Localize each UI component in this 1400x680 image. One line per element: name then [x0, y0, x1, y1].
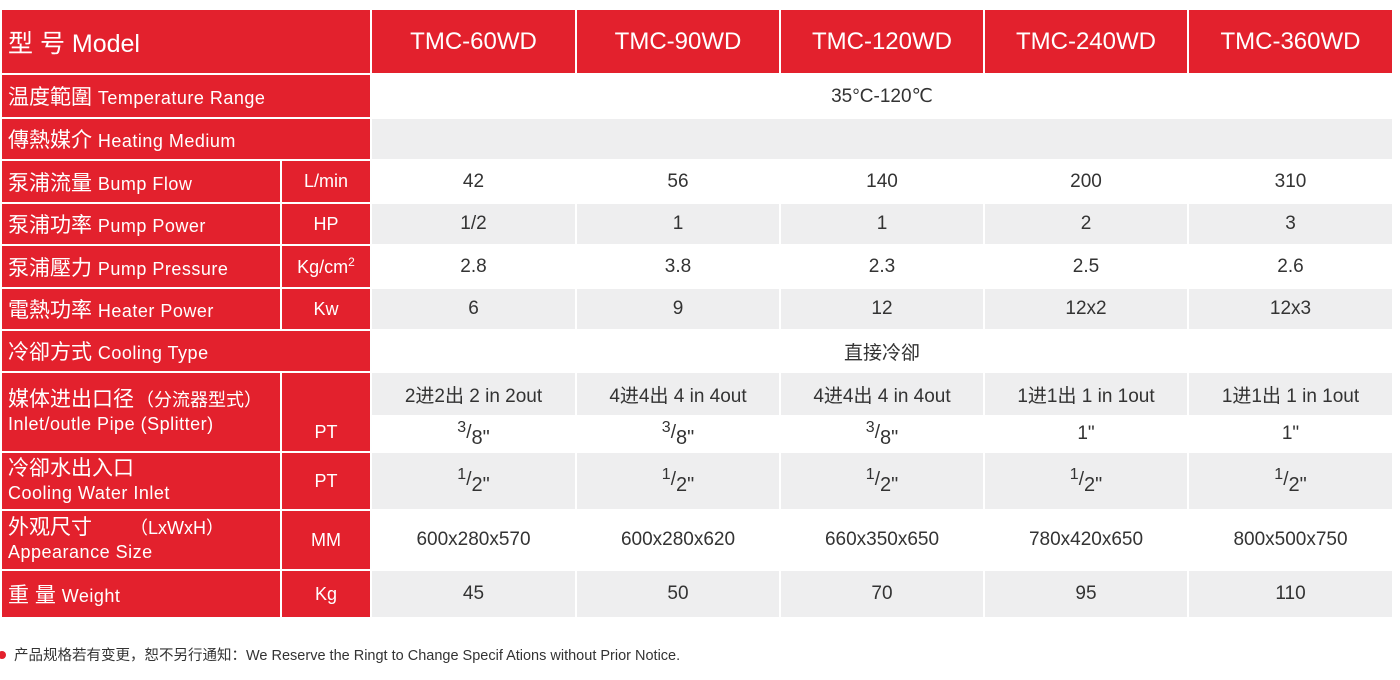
- cell-pressure: 3.8: [577, 246, 779, 287]
- row-label-water: 冷卻水出入口 Cooling Water Inlet: [2, 453, 280, 509]
- row-label-cooling: 冷卻方式 Cooling Type: [2, 331, 370, 371]
- cell-power: 1: [781, 204, 983, 244]
- cell-weight: 50: [577, 571, 779, 617]
- cell-water: 1/2": [577, 453, 779, 509]
- cell-flow: 200: [985, 161, 1187, 202]
- cell-pressure: 2.3: [781, 246, 983, 287]
- unit-water: PT: [282, 453, 370, 509]
- cell-inlet: 1": [985, 417, 1187, 451]
- cell-size: 800x500x750: [1189, 511, 1392, 569]
- row-label-power: 泵浦功率 Pump Power: [2, 204, 280, 244]
- model-name: TMC-240WD: [985, 10, 1187, 73]
- unit-power: HP: [282, 204, 370, 244]
- cell-inlet: 3/8": [372, 417, 575, 451]
- cell-inlet-split: 1进1出 1 in 1out: [985, 373, 1187, 415]
- cell-inlet-split: 4进4出 4 in 4out: [577, 373, 779, 415]
- unit-weight: Kg: [282, 571, 370, 617]
- cell-temp: 35°C-120℃: [372, 75, 1392, 117]
- cell-water: 1/2": [985, 453, 1187, 509]
- row-label-weight: 重 量 Weight: [2, 571, 280, 617]
- cell-inlet: 3/8": [781, 417, 983, 451]
- spec-table: 型 号 Model TMC-60WD TMC-90WD TMC-120WD TM…: [0, 8, 1394, 619]
- cell-heater: 12x3: [1189, 289, 1392, 329]
- cell-water: 1/2": [372, 453, 575, 509]
- model-name: TMC-90WD: [577, 10, 779, 73]
- model-name: TMC-120WD: [781, 10, 983, 73]
- unit-heater: Kw: [282, 289, 370, 329]
- unit-pressure: Kg/cm2: [282, 246, 370, 287]
- cell-size: 600x280x570: [372, 511, 575, 569]
- cell-cooling: 直接冷卻: [372, 331, 1392, 371]
- unit-size: MM: [282, 511, 370, 569]
- model-label: 型 号 Model: [2, 10, 370, 73]
- cell-size: 660x350x650: [781, 511, 983, 569]
- unit-flow: L/min: [282, 161, 370, 202]
- cell-weight: 70: [781, 571, 983, 617]
- cell-power: 3: [1189, 204, 1392, 244]
- cell-power: 1: [577, 204, 779, 244]
- row-label-pressure: 泵浦壓力 Pump Pressure: [2, 246, 280, 287]
- footnote: 产品规格若有变更，恕不另行通知：We Reserve the Ringt to …: [0, 644, 680, 665]
- cell-inlet: 3/8": [577, 417, 779, 451]
- row-label-temp: 温度範圍 Temperature Range: [2, 75, 370, 117]
- cell-flow: 140: [781, 161, 983, 202]
- cell-inlet: 1": [1189, 417, 1392, 451]
- cell-pressure: 2.8: [372, 246, 575, 287]
- cell-power: 2: [985, 204, 1187, 244]
- cell-flow: 56: [577, 161, 779, 202]
- model-name: TMC-60WD: [372, 10, 575, 73]
- cell-size: 600x280x620: [577, 511, 779, 569]
- cell-inlet-split: 1进1出 1 in 1out: [1189, 373, 1392, 415]
- cell-heater: 6: [372, 289, 575, 329]
- cell-pressure: 2.6: [1189, 246, 1392, 287]
- cell-weight: 95: [985, 571, 1187, 617]
- cell-heater: 12: [781, 289, 983, 329]
- bullet-icon: [0, 650, 6, 659]
- model-name: TMC-360WD: [1189, 10, 1392, 73]
- row-label-medium: 傳熱媒介 Heating Medium: [2, 119, 370, 159]
- row-label-heater: 電熱功率 Heater Power: [2, 289, 280, 329]
- cell-flow: 42: [372, 161, 575, 202]
- cell-heater: 9: [577, 289, 779, 329]
- cell-pressure: 2.5: [985, 246, 1187, 287]
- cell-weight: 110: [1189, 571, 1392, 617]
- cell-weight: 45: [372, 571, 575, 617]
- cell-medium: [372, 119, 1392, 159]
- cell-power: 1/2: [372, 204, 575, 244]
- header-row: 型 号 Model TMC-60WD TMC-90WD TMC-120WD TM…: [2, 10, 1392, 73]
- cell-inlet-split: 2进2出 2 in 2out: [372, 373, 575, 415]
- cell-water: 1/2": [1189, 453, 1392, 509]
- cell-flow: 310: [1189, 161, 1392, 202]
- unit-inlet: PT: [282, 373, 370, 451]
- cell-heater: 12x2: [985, 289, 1187, 329]
- cell-size: 780x420x650: [985, 511, 1187, 569]
- row-label-flow: 泵浦流量 Bump Flow: [2, 161, 280, 202]
- row-label-inlet: 媒体进出口径 （分流器型式） Inlet/outle Pipe (Splitter): [2, 373, 280, 451]
- cell-water: 1/2": [781, 453, 983, 509]
- row-label-size: 外观尺寸 （LxWxH） Appearance Size: [2, 511, 280, 569]
- cell-inlet-split: 4进4出 4 in 4out: [781, 373, 983, 415]
